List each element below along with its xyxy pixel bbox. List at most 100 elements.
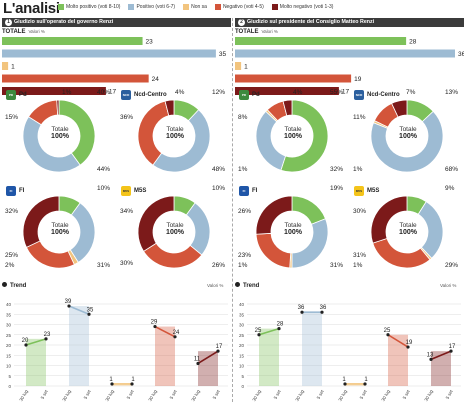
pct-label: 1% xyxy=(62,89,72,96)
pct-label: 68% xyxy=(445,166,459,173)
y-tick-label: 5 xyxy=(241,374,244,379)
pct-label: 31% xyxy=(353,252,367,259)
y-tick-label: 10 xyxy=(239,364,245,369)
x-tick-label: 30 lug xyxy=(380,389,391,402)
bar-value-label: 1 xyxy=(11,64,15,71)
pct-label: 30% xyxy=(120,260,134,267)
pct-label: 55% xyxy=(330,89,344,96)
legend-swatch xyxy=(58,4,64,10)
y-tick-label: 25 xyxy=(6,333,12,338)
trend-point xyxy=(277,327,281,331)
y-tick-label: 15 xyxy=(6,353,12,358)
bar-value-label: 24 xyxy=(152,76,160,83)
trend-area xyxy=(259,328,279,386)
panel-number: 2 xyxy=(238,18,245,26)
totale-label: TOTALE Valori % xyxy=(235,29,278,35)
legend-item-molto-negativo: Molto negativo (voti 1-3) xyxy=(271,4,333,10)
party-name: Pd xyxy=(19,92,27,98)
x-tick-label: 5 set xyxy=(212,388,222,400)
total-bar xyxy=(235,37,407,45)
trend-point xyxy=(320,310,324,314)
legend-swatch xyxy=(128,4,135,10)
trend-point xyxy=(300,310,304,314)
bar-value-label: 19 xyxy=(354,76,362,83)
y-tick-label: 40 xyxy=(6,302,12,307)
pct-label: 2% xyxy=(5,262,15,269)
x-tick-label: 5 set xyxy=(273,388,283,400)
donut-chart xyxy=(137,195,211,269)
party-name: Ncd-Centro xyxy=(367,92,400,98)
total-bar xyxy=(235,49,455,58)
y-tick-label: 35 xyxy=(6,312,12,317)
total-bar xyxy=(235,62,242,70)
y-tick-label: 15 xyxy=(239,353,245,358)
donut-chart xyxy=(22,99,96,173)
trend-area xyxy=(388,334,408,386)
trend-value-label: 13 xyxy=(427,352,434,358)
pct-label: 15% xyxy=(5,114,19,121)
total-bar xyxy=(2,87,106,95)
trend-line xyxy=(25,338,47,346)
valori-label: Valori % xyxy=(28,29,45,34)
trend-line xyxy=(258,327,280,336)
panel-divider xyxy=(232,18,233,402)
donut-slice xyxy=(372,237,431,269)
pct-label: 36% xyxy=(120,114,134,121)
y-tick-label: 5 xyxy=(8,374,11,379)
x-tick-label: 30 lug xyxy=(61,389,72,402)
donut-slice xyxy=(22,195,60,248)
donut-chart xyxy=(370,99,444,173)
donut-slice xyxy=(137,195,175,252)
y-tick-label: 40 xyxy=(239,302,245,307)
fi-logo-icon: FI xyxy=(6,186,16,196)
trend-area xyxy=(155,326,175,386)
pct-label: 44% xyxy=(97,166,111,173)
totale-pct: 100% xyxy=(284,229,302,236)
x-tick-label: 30 lug xyxy=(337,389,348,402)
pct-label: 1% xyxy=(238,166,248,173)
donut-center-label: Totale 100% xyxy=(388,222,428,236)
pct-label: 30% xyxy=(353,208,367,215)
donut-fi: FI FI 19% 26% 23% 1% 31% Totale 100% xyxy=(235,184,349,280)
trend-title-text: Trend xyxy=(243,283,260,289)
pct-label: 12% xyxy=(212,89,226,96)
donut-ncd: NCD Ncd-Centro 4% 12% 36% 48% Totale 100% xyxy=(117,88,231,184)
page-title: L'analisi xyxy=(3,0,60,17)
totale-pct: 100% xyxy=(51,229,69,236)
donut-pd: PD Pd 4% 55% 8% 1% 32% Totale 100% xyxy=(235,88,349,184)
pct-label: 26% xyxy=(212,262,226,269)
trend-line xyxy=(430,350,452,361)
trend-point xyxy=(44,337,48,341)
trend-point xyxy=(406,345,410,349)
donut-center-label: Totale 100% xyxy=(40,126,80,140)
panel-header-text: Giudizio sull'operato del governo Renzi xyxy=(14,19,114,25)
trend-value-label: 17 xyxy=(449,344,456,350)
trend-title-text: Trend xyxy=(10,283,27,289)
bar-value-label: 35 xyxy=(219,51,227,58)
legend-item-positivo: Positivo (voti 6-7) xyxy=(128,4,175,10)
totale-word: Totale xyxy=(399,222,417,229)
pct-label: 26% xyxy=(238,208,252,215)
donut-fi: FI FI 10% 32% 25% 2% 31% Totale 100% xyxy=(2,184,116,280)
total-bar xyxy=(2,37,143,45)
ncd-logo-icon: NCD xyxy=(354,90,364,100)
trend-value-label: 29 xyxy=(151,320,158,326)
bar-value-label: 36 xyxy=(458,51,464,58)
legend: Molto positivo (voti 8-10) Positivo (vot… xyxy=(58,4,333,10)
pd-logo-icon: PD xyxy=(6,90,16,100)
panel-number: 1 xyxy=(5,18,12,26)
trend-area xyxy=(112,383,132,386)
donut-center-label: Totale 100% xyxy=(273,126,313,140)
total-bar xyxy=(2,49,216,58)
trend-point xyxy=(216,349,220,353)
total-bar xyxy=(2,62,9,70)
x-tick-label: 30 lug xyxy=(18,389,29,402)
totale-pct: 100% xyxy=(284,133,302,140)
pct-label: 29% xyxy=(445,262,459,269)
donut-slice xyxy=(370,195,408,244)
x-tick-label: 5 set xyxy=(169,388,179,400)
totale-pct: 100% xyxy=(399,229,417,236)
pct-label: 40% xyxy=(97,89,111,96)
pct-label: 1% xyxy=(238,262,248,269)
pct-label: 9% xyxy=(445,185,455,192)
